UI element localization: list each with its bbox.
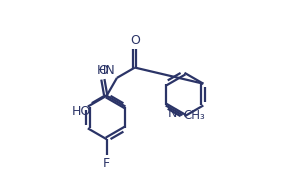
Text: F: F — [103, 157, 110, 170]
Text: HO: HO — [72, 105, 91, 118]
Text: CH₃: CH₃ — [184, 109, 205, 122]
Text: N: N — [167, 107, 177, 120]
Text: O: O — [98, 64, 108, 77]
Text: HN: HN — [97, 64, 116, 77]
Text: O: O — [130, 34, 140, 47]
